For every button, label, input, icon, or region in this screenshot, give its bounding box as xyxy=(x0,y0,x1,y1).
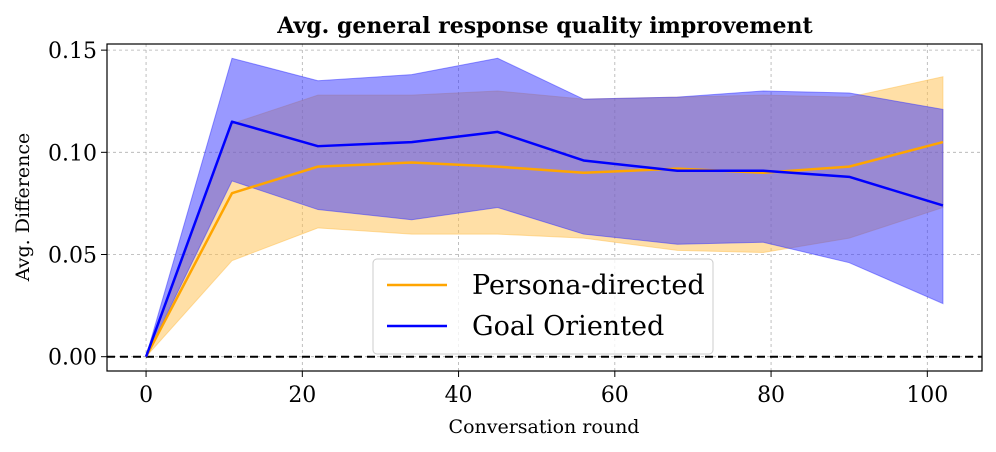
band-goal-oriented xyxy=(145,57,944,357)
x-axis-ticks: 0 20 40 60 80 100 xyxy=(139,371,948,408)
y-tick-label: 0.10 xyxy=(48,141,97,166)
x-axis-label: Conversation round xyxy=(449,416,640,438)
plot-frame xyxy=(106,43,983,372)
y-tick-label: 0.00 xyxy=(48,346,97,371)
series-line-persona-directed xyxy=(144,140,944,358)
y-axis-ticks: 0.00 0.05 0.10 0.15 xyxy=(48,39,107,371)
legend-label-goal-oriented: Goal Oriented xyxy=(472,311,664,342)
series-lines xyxy=(144,120,944,358)
x-tick-label: 40 xyxy=(445,383,473,408)
legend-label-persona-directed: Persona-directed xyxy=(472,270,705,301)
y-tick-label: 0.15 xyxy=(48,39,97,64)
legend: Persona-directed Goal Oriented xyxy=(372,258,714,355)
x-tick-label: 0 xyxy=(139,383,153,408)
legend-box xyxy=(372,258,714,355)
series-line-goal-oriented xyxy=(144,120,944,358)
x-tick-label: 60 xyxy=(601,383,629,408)
chart-title: Avg. general response quality improvemen… xyxy=(276,13,813,39)
x-tick-label: 20 xyxy=(288,383,316,408)
y-axis-label: Avg. Difference xyxy=(12,133,34,282)
x-tick-label: 100 xyxy=(906,383,948,408)
y-tick-label: 0.05 xyxy=(48,244,97,269)
x-tick-label: 80 xyxy=(757,383,785,408)
